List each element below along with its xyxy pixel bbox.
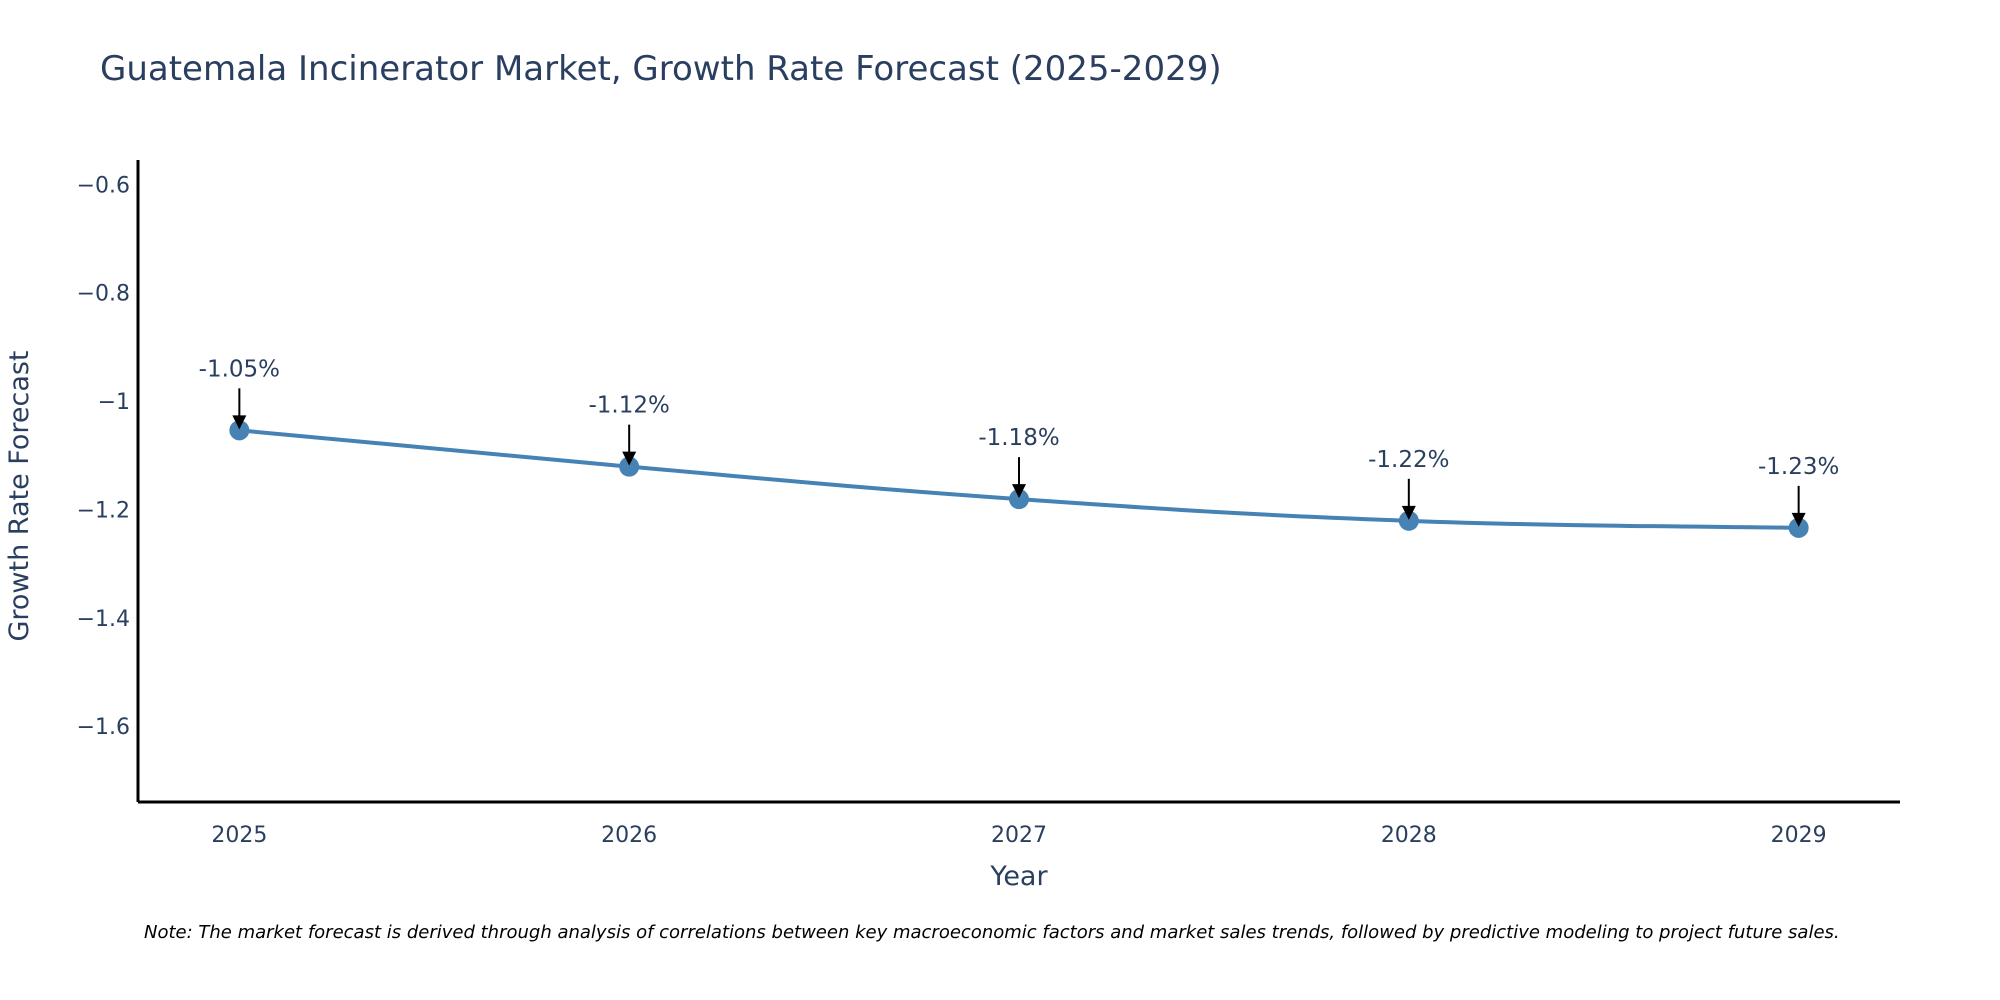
- y-tick-label: −1.6: [77, 715, 130, 740]
- x-tick-label: 2025: [211, 823, 267, 848]
- annotation-arrow-head: [1401, 505, 1416, 520]
- y-tick-label: −1.2: [77, 498, 130, 523]
- annotation-arrow-head: [232, 415, 247, 430]
- annotation-arrow-head: [622, 451, 637, 466]
- footnote: Note: The market forecast is derived thr…: [144, 922, 1840, 943]
- data-point: [1398, 510, 1419, 531]
- y-tick-label: −0.8: [77, 282, 130, 307]
- x-tick-label: 2027: [991, 823, 1047, 848]
- y-tick-label: −1: [98, 390, 130, 415]
- data-point: [229, 420, 250, 441]
- x-tick-label: 2029: [1771, 823, 1827, 848]
- data-annotations: -1.05% -1.12% -1.18% -1.22% -1.23%: [199, 356, 1839, 527]
- data-label: -1.22%: [1368, 447, 1449, 473]
- data-label: -1.12%: [588, 393, 669, 419]
- data-label: -1.05%: [199, 356, 280, 382]
- data-label: -1.18%: [978, 425, 1059, 451]
- chart-title: Guatemala Incinerator Market, Growth Rat…: [100, 49, 1222, 89]
- y-axis-ticks: −0.6 −0.8 −1 −1.2 −1.4 −1.6: [77, 173, 130, 740]
- x-tick-label: 2028: [1381, 823, 1437, 848]
- y-tick-label: −0.6: [77, 173, 130, 198]
- x-axis-ticks: 2025 2026 2027 2028 2029: [211, 823, 1826, 848]
- x-tick-label: 2026: [601, 823, 657, 848]
- data-points: [229, 420, 1809, 538]
- annotation-arrow-head: [1012, 484, 1026, 499]
- y-tick-label: −1.4: [77, 607, 130, 632]
- data-point: [1788, 517, 1809, 538]
- x-axis-title: Year: [989, 861, 1048, 892]
- y-axis-title: Growth Rate Forecast: [4, 350, 35, 641]
- annotation-arrow-head: [1791, 512, 1806, 527]
- data-label: -1.23%: [1758, 454, 1839, 480]
- data-point: [1009, 489, 1029, 510]
- data-point: [619, 456, 640, 477]
